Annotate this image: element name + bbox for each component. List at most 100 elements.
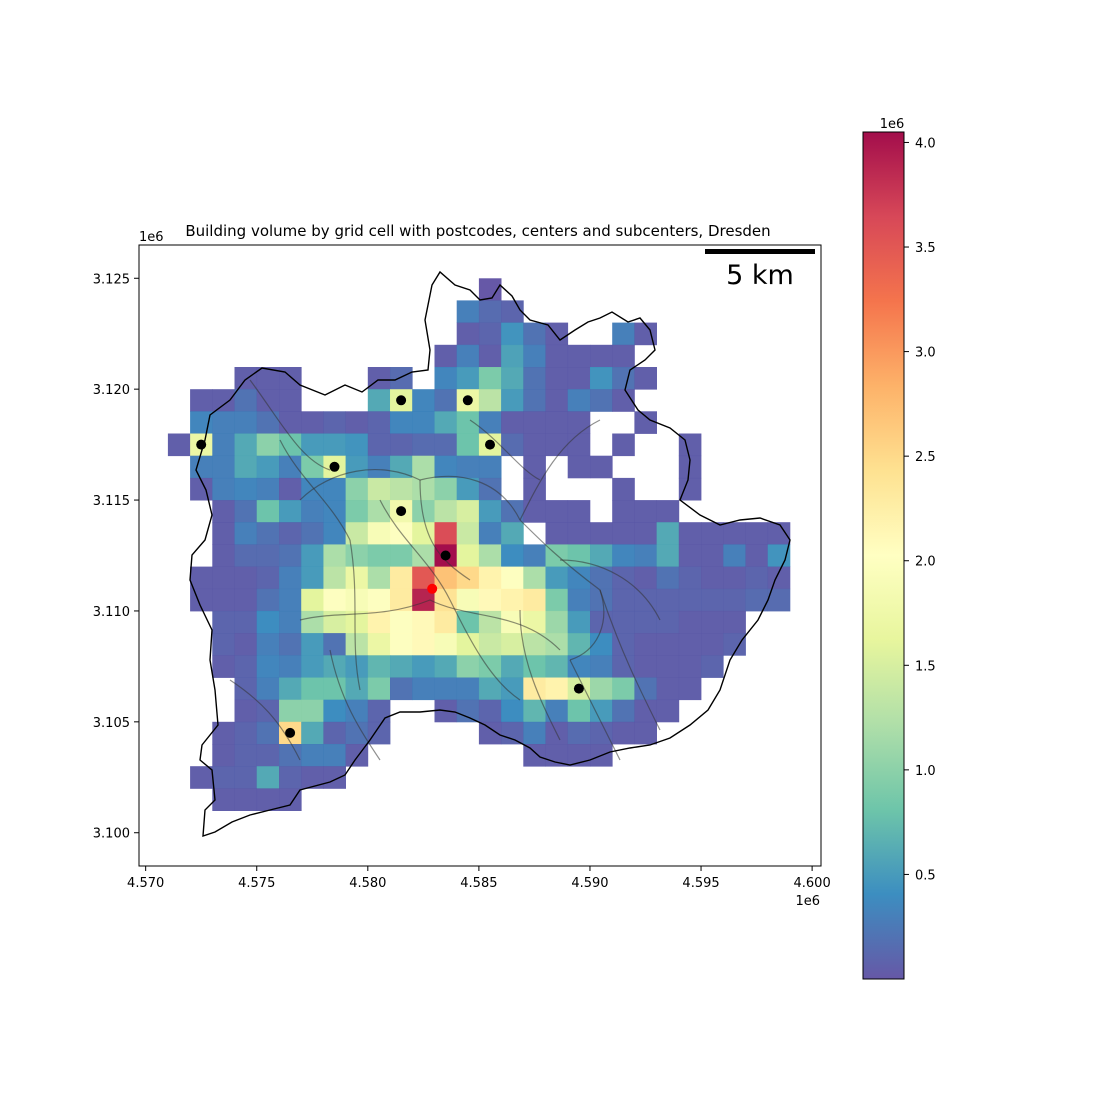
grid-cell [367,433,391,457]
grid-cell [301,566,324,590]
grid-cell [612,367,635,390]
grid-cell [234,455,258,479]
grid-cell [634,610,657,634]
grid-cell [256,566,280,590]
grid-cell [323,699,346,723]
grid-cell [567,411,591,434]
grid-cell [590,633,613,656]
grid-cell [701,588,724,612]
grid-cell [612,322,635,346]
grid-cell [367,455,391,479]
grid-cell [256,477,280,501]
grid-cell [434,566,458,590]
grid-cell [678,677,702,701]
grid-cell [367,699,391,723]
grid-cell [501,721,524,745]
grid-cells [167,278,791,811]
grid-cell [590,721,613,745]
grid-cell [567,610,591,634]
grid-cell [345,699,369,723]
colorbar-tick-label: 1.0 [915,764,936,779]
grid-cell [212,588,235,612]
grid-cell [723,588,746,612]
grid-cell [434,655,458,678]
grid-cell [590,344,613,368]
grid-cell [390,633,413,656]
postcode-boundary [349,479,471,691]
postcode-boundary [299,469,605,661]
grid-cell [212,411,235,434]
grid-cell [234,655,258,678]
grid-cell [212,522,235,545]
grid-cell [523,367,546,390]
grid-cell [678,477,702,501]
grid-cell [478,500,502,523]
y-tick-label: 3.125 [93,272,130,287]
grid-cell [323,744,346,767]
grid-cell [367,544,391,567]
grid-cell [523,389,546,412]
grid-cell [612,433,635,457]
grid-cell [478,389,502,412]
grid-cell [656,610,680,634]
grid-cell [301,433,324,457]
grid-cell [478,522,502,545]
grid-cell [434,588,458,612]
grid-cell [612,610,635,634]
grid-cell [545,389,569,412]
grid-cell [523,699,546,723]
postcode-boundary [569,589,661,761]
grid-cell [345,721,369,745]
postcode-boundary [299,599,561,651]
grid-cell [656,544,680,567]
grid-cell [567,633,591,656]
grid-cell [523,500,546,523]
grid-cell [345,610,369,634]
grid-cell [523,433,546,457]
grid-cell [678,566,702,590]
grid-cell [678,588,702,612]
grid-cell [279,522,302,545]
grid-cell [678,522,702,545]
colorbar-gradient [863,132,904,979]
chart-title: Building volume by grid cell with postco… [185,222,770,240]
grid-cell [456,433,480,457]
grid-cell [501,522,524,545]
grid-cell [478,721,502,745]
grid-cell [545,699,569,723]
grid-cell [767,566,791,590]
grid-cell [634,322,657,346]
grid-cell [412,389,435,412]
grid-cell [456,344,480,368]
grid-cell [612,677,635,701]
grid-cell [390,367,413,390]
grid-cell [412,655,435,678]
grid-cell [634,633,657,656]
grid-cell [478,633,502,656]
grid-cell [678,633,702,656]
grid-cell [567,655,591,678]
grid-cell [367,677,391,701]
grid-cell [367,522,391,545]
grid-cell [212,721,235,745]
grid-cell [634,566,657,590]
grid-cell [723,544,746,567]
grid-cell [234,411,258,434]
grid-cell [456,610,480,634]
grid-cell [501,300,524,323]
subcenter-point [462,395,473,406]
grid-cell [301,677,324,701]
grid-cell [256,677,280,701]
grid-cell [701,633,724,656]
grid-cell [212,566,235,590]
grid-cell [412,455,435,479]
grid-cell [279,588,302,612]
grid-cell [367,588,391,612]
grid-cell [456,411,480,434]
grid-cell [256,389,280,412]
grid-cell [545,633,569,656]
center-points [196,395,584,738]
colorbar-tick-label: 3.0 [915,346,936,361]
postcode-boundary [449,599,561,741]
grid-cell [612,500,635,523]
